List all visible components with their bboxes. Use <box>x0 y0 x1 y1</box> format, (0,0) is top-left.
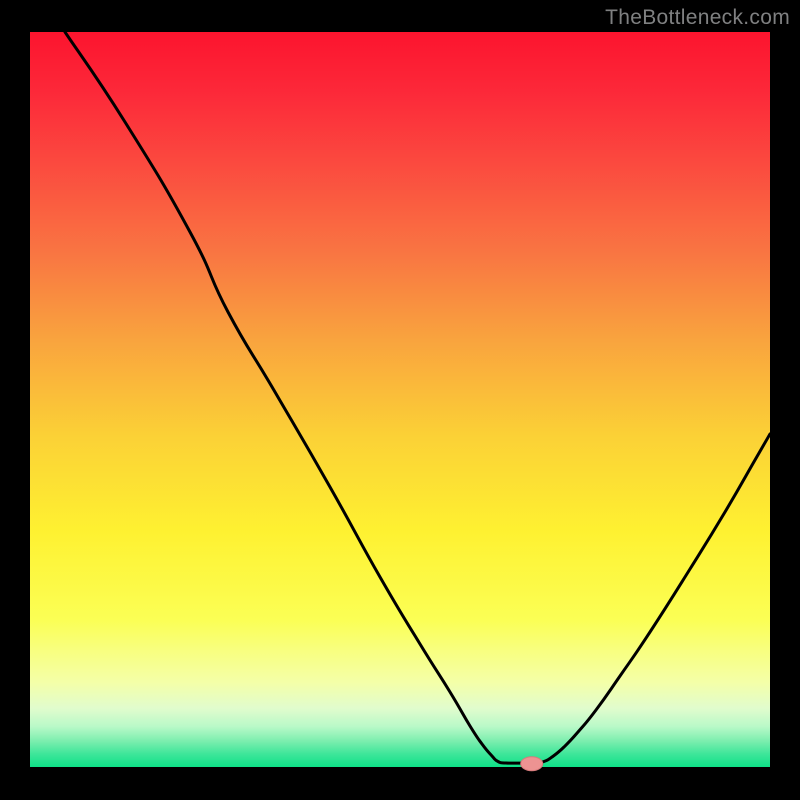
chart-stage: TheBottleneck.com <box>0 0 800 800</box>
optimal-marker-dot <box>521 757 543 771</box>
plot-background <box>30 32 770 767</box>
watermark-text: TheBottleneck.com <box>605 6 790 30</box>
bottleneck-chart-svg <box>0 0 800 800</box>
